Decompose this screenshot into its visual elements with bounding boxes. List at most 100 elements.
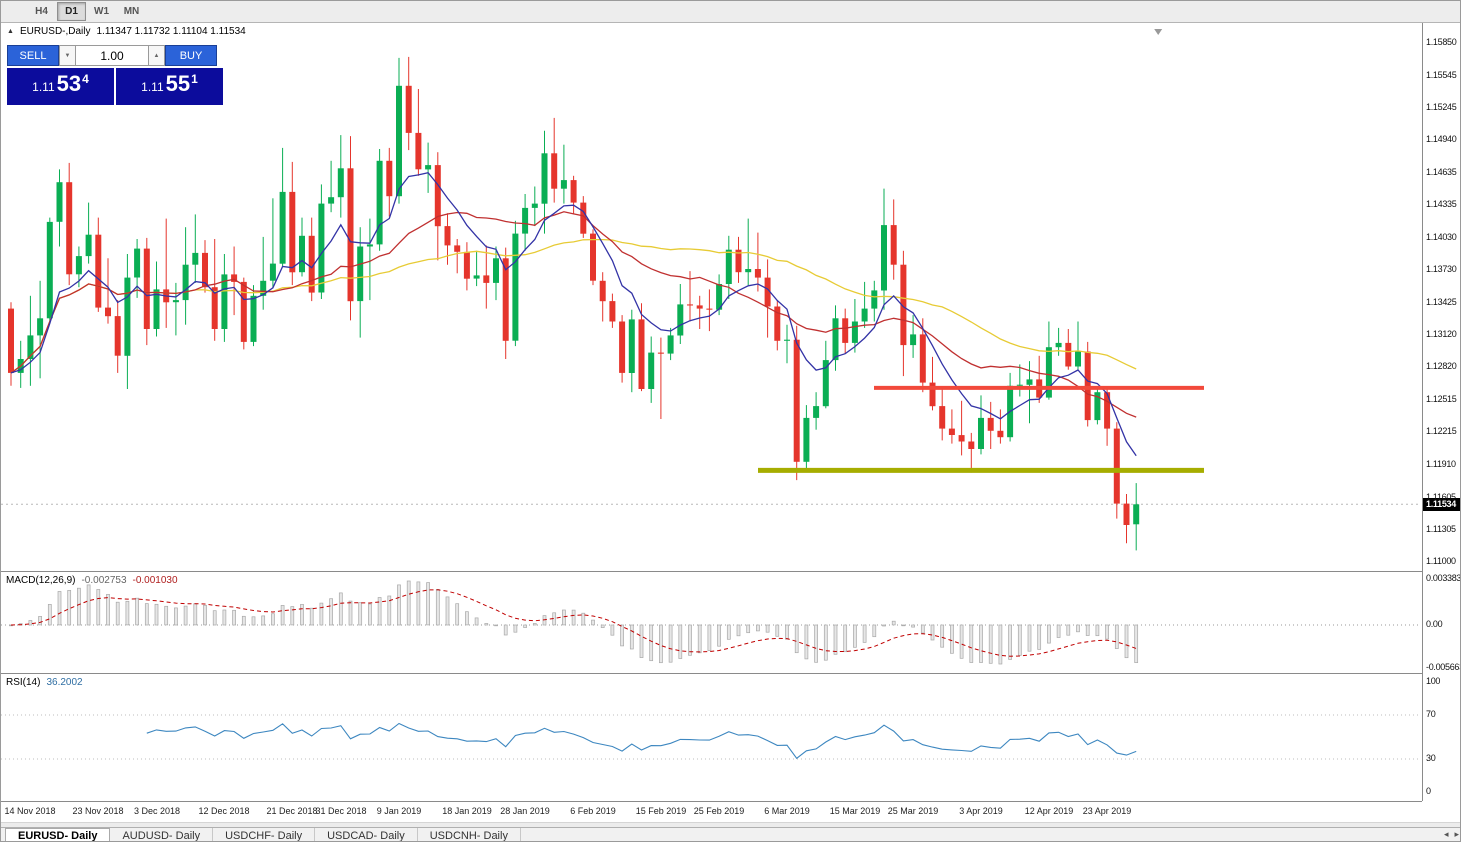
price-scale-label: 1.13120	[1426, 329, 1457, 339]
tab-usdcad-daily[interactable]: USDCAD- Daily	[315, 828, 418, 841]
price-scale-label: 1.13425	[1426, 297, 1457, 307]
macd-scale-label: 0.003383	[1426, 573, 1461, 583]
price-scale-label: 1.11000	[1426, 556, 1456, 566]
chart-title: ▲ EURUSD-,Daily 1.11347 1.11732 1.11104 …	[7, 26, 246, 37]
price-scale-label: 1.15850	[1426, 37, 1457, 47]
date-label: 25 Feb 2019	[693, 806, 745, 816]
macd-main-value: -0.002753	[81, 575, 127, 586]
price-chart-panel: ▲ EURUSD-,Daily 1.11347 1.11732 1.11104 …	[1, 23, 1422, 571]
date-label: 21 Dec 2018	[266, 806, 318, 816]
price-scale-label: 1.14635	[1426, 167, 1457, 177]
date-label: 12 Apr 2019	[1024, 806, 1074, 816]
macd-histogram	[9, 580, 1139, 665]
horizontal-scrollbar[interactable]	[1, 822, 1460, 827]
tab-audusd-daily[interactable]: AUDUSD- Daily	[110, 828, 214, 841]
macd-canvas[interactable]	[1, 572, 1421, 673]
date-label: 6 Feb 2019	[570, 806, 616, 816]
price-scale-label: 1.15545	[1426, 70, 1457, 80]
price-scale: 1.11534 1.15850 1.15545 1.15245 1.14940 1.14…	[1422, 23, 1461, 801]
macd-scale-label: -0.005663	[1426, 662, 1461, 672]
rsi-panel: RSI(14) 36.2002	[1, 673, 1422, 801]
tab-scroll-left-icon[interactable]: ◂	[1443, 829, 1449, 839]
chart-tabs-bar: EURUSD- Daily AUDUSD- Daily USDCHF- Daily U…	[1, 827, 1460, 841]
tab-eurusd-daily[interactable]: EURUSD- Daily	[5, 828, 111, 841]
volume-decrease-button[interactable]: ▼	[59, 45, 76, 66]
date-label: 23 Nov 2018	[72, 806, 124, 816]
macd-name: MACD(12,26,9)	[6, 575, 76, 586]
macd-scale-label: 0.00	[1426, 619, 1443, 629]
rsi-scale-label: 0	[1426, 786, 1431, 796]
date-label: 18 Jan 2019	[442, 806, 492, 816]
date-label: 3 Dec 2018	[133, 806, 181, 816]
date-label: 15 Feb 2019	[635, 806, 687, 816]
rsi-canvas[interactable]	[1, 674, 1421, 801]
price-scale-label: 1.11305	[1426, 524, 1456, 534]
buy-price-big-digits: 55	[165, 71, 191, 96]
volume-increase-button[interactable]: ▲	[148, 45, 165, 66]
rsi-name: RSI(14)	[6, 677, 41, 688]
date-label: 3 Apr 2019	[959, 806, 1003, 816]
price-scale-label: 1.11910	[1426, 459, 1456, 469]
sell-price-prefix: 1.11	[32, 80, 55, 94]
price-scale-label: 1.14335	[1426, 199, 1457, 209]
tab-usdchf-daily[interactable]: USDCHF- Daily	[213, 828, 316, 841]
volume-input[interactable]	[76, 45, 148, 66]
chart-symbol-period: EURUSD-,Daily	[19, 26, 91, 37]
chart-ohlc-values: 1.11347 1.11732 1.11104 1.11534	[96, 26, 246, 37]
price-scale-label: 1.13730	[1426, 264, 1457, 274]
macd-panel: MACD(12,26,9) -0.002753 -0.001030	[1, 571, 1422, 673]
buy-button[interactable]: BUY	[165, 45, 217, 66]
ma-slow-line	[10, 238, 1137, 374]
rsi-line	[146, 722, 1137, 760]
tab-usdcnh-daily[interactable]: USDCNH- Daily	[418, 828, 521, 841]
price-scale-label: 1.15245	[1426, 102, 1457, 112]
ma-mid-line	[10, 211, 1137, 418]
rsi-label: RSI(14) 36.2002	[6, 677, 83, 688]
buy-price-button[interactable]: 1.11 55 1	[116, 68, 223, 105]
current-price-tag: 1.11534	[1423, 498, 1460, 511]
rsi-scale-label: 30	[1426, 753, 1436, 763]
timeframe-button-h4[interactable]: H4	[35, 6, 48, 17]
date-label: 6 Mar 2019	[764, 806, 810, 816]
timeframe-button-d1[interactable]: D1	[57, 2, 86, 21]
macd-signal-value: -0.001030	[132, 575, 178, 586]
timeframe-toolbar: H4 D1 W1 MN	[1, 1, 1460, 23]
price-scale-label: 1.14940	[1426, 134, 1457, 144]
chart-shift-marker-icon[interactable]	[1154, 29, 1163, 35]
price-chart-canvas[interactable]	[1, 23, 1421, 571]
sell-price-pipette: 4	[82, 72, 89, 86]
date-label: 9 Jan 2019	[376, 806, 422, 816]
macd-label: MACD(12,26,9) -0.002753 -0.001030	[6, 575, 178, 586]
tab-scroll-arrows: ◂ ▸	[1444, 829, 1459, 840]
ma-fast-line	[10, 171, 1137, 457]
buy-price-prefix: 1.11	[141, 80, 164, 94]
date-label: 15 Mar 2019	[829, 806, 881, 816]
date-label: 25 Mar 2019	[887, 806, 939, 816]
rsi-scale-label: 70	[1426, 709, 1436, 719]
candlesticks	[8, 56, 1140, 551]
time-axis: 14 Nov 2018 23 Nov 2018 3 Dec 2018 12 Dec 2…	[1, 801, 1422, 822]
buy-price-pipette: 1	[191, 72, 198, 86]
one-click-collapse-icon[interactable]: ▲	[7, 28, 14, 35]
one-click-trading-panel: SELL ▼ ▲ BUY 1.11 53 4 1.11 55 1	[7, 45, 227, 105]
rsi-value: 36.2002	[46, 677, 83, 688]
price-scale-label: 1.12215	[1426, 426, 1457, 436]
tab-scroll-right-icon[interactable]: ▸	[1454, 829, 1459, 839]
sell-price-button[interactable]: 1.11 53 4	[7, 68, 114, 105]
rsi-scale-label: 100	[1426, 676, 1441, 686]
price-scale-label: 1.12515	[1426, 394, 1457, 404]
price-scale-label: 1.12820	[1426, 361, 1457, 371]
date-label: 31 Dec 2018	[315, 806, 367, 816]
sell-button[interactable]: SELL	[7, 45, 59, 66]
date-label: 12 Dec 2018	[198, 806, 250, 816]
price-scale-label: 1.11605	[1426, 492, 1456, 502]
date-label: 14 Nov 2018	[4, 806, 56, 816]
timeframe-button-w1[interactable]: W1	[94, 6, 109, 17]
timeframe-button-mn[interactable]: MN	[123, 6, 140, 17]
date-label: 23 Apr 2019	[1082, 806, 1132, 816]
date-label: 28 Jan 2019	[500, 806, 550, 816]
sell-price-big-digits: 53	[56, 71, 82, 96]
price-scale-label: 1.14030	[1426, 232, 1457, 242]
chart-tabs: EURUSD- Daily AUDUSD- Daily USDCHF- Daily U…	[1, 828, 521, 841]
